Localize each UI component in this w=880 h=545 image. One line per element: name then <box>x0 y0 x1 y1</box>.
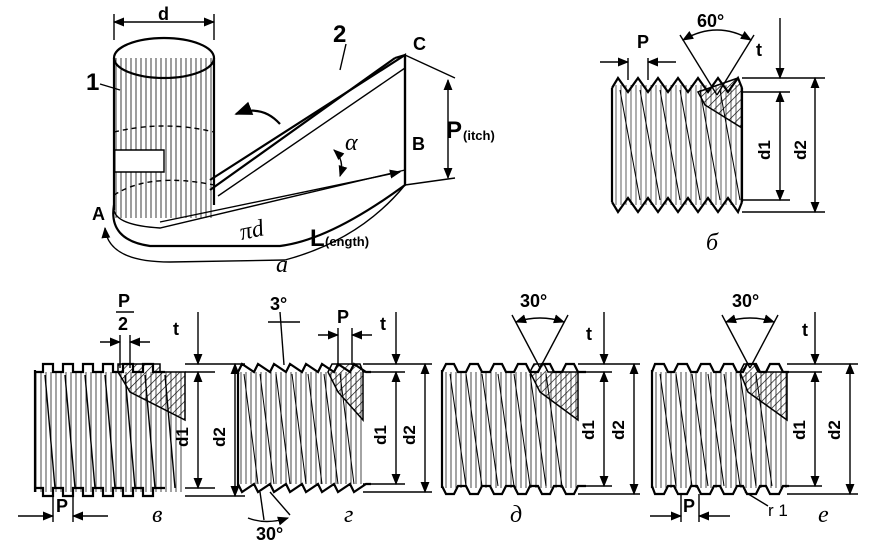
e-label-d1: d1 <box>790 420 809 440</box>
v-label-d1: d1 <box>173 427 192 447</box>
e-label-r1: r 1 <box>768 501 788 520</box>
caption-v: в <box>152 502 162 528</box>
e-helix-lines <box>659 373 773 487</box>
g-label-P: P <box>337 307 349 327</box>
figure-g: t d1 d2 P 3° 30° г <box>236 294 432 544</box>
d-thread-section <box>529 363 579 422</box>
b-label-t: t <box>756 40 762 60</box>
figure-a: d 1 2 A B C α πd P (itch) L (ength) а <box>86 4 495 278</box>
e-label-t: t <box>802 320 808 340</box>
label-alpha: α <box>345 130 358 156</box>
g-angle-bottom: 30° <box>256 524 283 544</box>
b-thread-section <box>696 77 743 130</box>
d-label-d2: d2 <box>609 420 628 440</box>
v-label-2: 2 <box>118 314 128 334</box>
e-thread-section <box>739 363 788 422</box>
e-angle: 30° <box>732 291 759 311</box>
e-label-P: P <box>683 496 695 516</box>
v-label-P-bottom: P <box>56 496 68 516</box>
d-label-d1: d1 <box>579 420 598 440</box>
caption-a: а <box>276 252 288 278</box>
caption-g: г <box>344 502 353 528</box>
helix-strip <box>101 52 407 263</box>
b-angle: 60° <box>697 11 724 31</box>
d-helix-lines <box>449 373 563 487</box>
v-label-d2: d2 <box>210 427 229 447</box>
label-B: B <box>412 134 425 154</box>
label-d: d <box>158 4 169 24</box>
caption-e: е <box>818 502 829 528</box>
b-label-d1: d1 <box>755 140 774 160</box>
label-1: 1 <box>86 69 99 96</box>
g-helix-lines <box>243 373 355 485</box>
label-2: 2 <box>333 21 346 48</box>
g-label-t: t <box>380 314 386 334</box>
figure-e: 30° t d1 d2 P r 1 е <box>650 291 858 528</box>
b-helix-lines <box>619 89 741 201</box>
caption-b: б <box>706 230 719 256</box>
v-label-t: t <box>173 319 179 339</box>
v-helix-lines <box>44 374 176 489</box>
figure-d: 30° t d1 d2 д <box>440 291 640 528</box>
label-length: L <box>310 225 325 252</box>
g-angle-top: 3° <box>270 294 287 314</box>
d-label-t: t <box>586 324 592 344</box>
label-pid: πd <box>237 215 267 246</box>
e-label-d2: d2 <box>825 420 844 440</box>
b-label-d2: d2 <box>791 140 810 160</box>
b-label-P: P <box>637 32 649 52</box>
cylinder <box>112 36 216 218</box>
caption-d: д <box>510 502 522 528</box>
label-length-sub: (ength) <box>325 234 369 249</box>
label-A: A <box>92 204 105 224</box>
label-pitch: P <box>446 117 462 144</box>
v-label-P: P <box>118 291 130 311</box>
figure-v: t d1 d2 P 2 P в <box>18 291 245 528</box>
d-angle: 30° <box>520 291 547 311</box>
label-C: C <box>413 34 426 54</box>
figure-b: 60° P t d1 d2 б <box>600 11 825 256</box>
g-label-d1: d1 <box>371 425 390 445</box>
rotation-arrow <box>234 101 281 125</box>
v-thread-section <box>117 363 186 422</box>
g-label-d2: d2 <box>400 425 419 445</box>
label-pitch-sub: (itch) <box>463 128 495 143</box>
